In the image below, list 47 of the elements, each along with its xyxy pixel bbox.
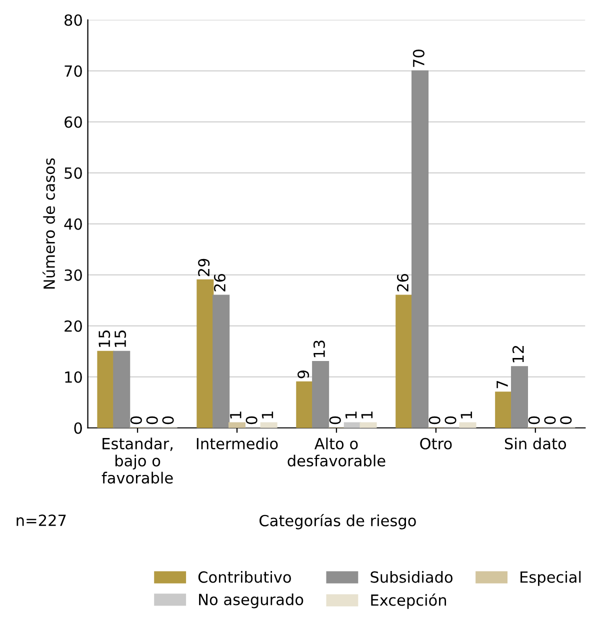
y-tick-label: 60	[64, 116, 82, 128]
legend-label: No asegurado	[199, 593, 304, 608]
data-label: 1	[262, 412, 274, 418]
data-label: 15	[98, 330, 110, 347]
x-tick-label: Intermedio	[196, 438, 278, 450]
data-label: 1	[345, 412, 357, 418]
data-label: 0	[444, 416, 456, 424]
y-tick-label: 10	[65, 371, 82, 383]
data-label: 70	[412, 50, 424, 67]
data-label: 26	[214, 274, 226, 292]
data-label: 12	[512, 346, 524, 362]
x-axis-title: Categorías de riesgo	[260, 514, 416, 530]
x-tick-label: Estandar, bajo o favorable	[102, 438, 173, 484]
legend-label: Subsidiado	[370, 571, 452, 583]
y-tick-label: 0	[74, 422, 82, 434]
legend-label: Excepción	[371, 593, 446, 609]
data-label: 0	[246, 416, 258, 424]
y-axis-title: Número de casos	[42, 158, 55, 289]
data-label: 7	[496, 380, 508, 388]
data-label: 0	[528, 416, 540, 424]
y-tick-label: 70	[64, 65, 82, 77]
y-tick-label: 40	[64, 218, 82, 230]
data-label: 0	[146, 416, 158, 424]
data-label: 15	[114, 330, 126, 347]
x-tick-label: Sin dato	[504, 438, 566, 450]
data-label: 0	[544, 416, 556, 424]
data-label: 0	[428, 416, 440, 424]
data-label: 9	[298, 370, 310, 378]
y-tick-label: 20	[64, 320, 82, 332]
legend-label: Especial	[520, 571, 581, 586]
text: n=227	[16, 514, 66, 526]
legend-label: Contributivo	[198, 571, 291, 583]
data-label: 0	[329, 416, 341, 424]
y-tick-label: 80	[64, 14, 82, 26]
data-label: 13	[313, 340, 325, 358]
data-label: 0	[162, 416, 174, 424]
data-label: 1	[361, 412, 373, 418]
data-label: 29	[198, 258, 210, 276]
data-label: 1	[230, 412, 242, 418]
y-tick-label: 30	[64, 269, 82, 281]
data-label: 0	[130, 416, 142, 424]
data-label: 26	[396, 274, 409, 292]
x-tick-label: Otro	[420, 438, 452, 450]
y-tick-label: 50	[64, 167, 82, 179]
data-label: 1	[460, 412, 472, 418]
data-label: 0	[560, 416, 572, 424]
x-tick-label: Alto o desfavorable	[288, 438, 386, 467]
